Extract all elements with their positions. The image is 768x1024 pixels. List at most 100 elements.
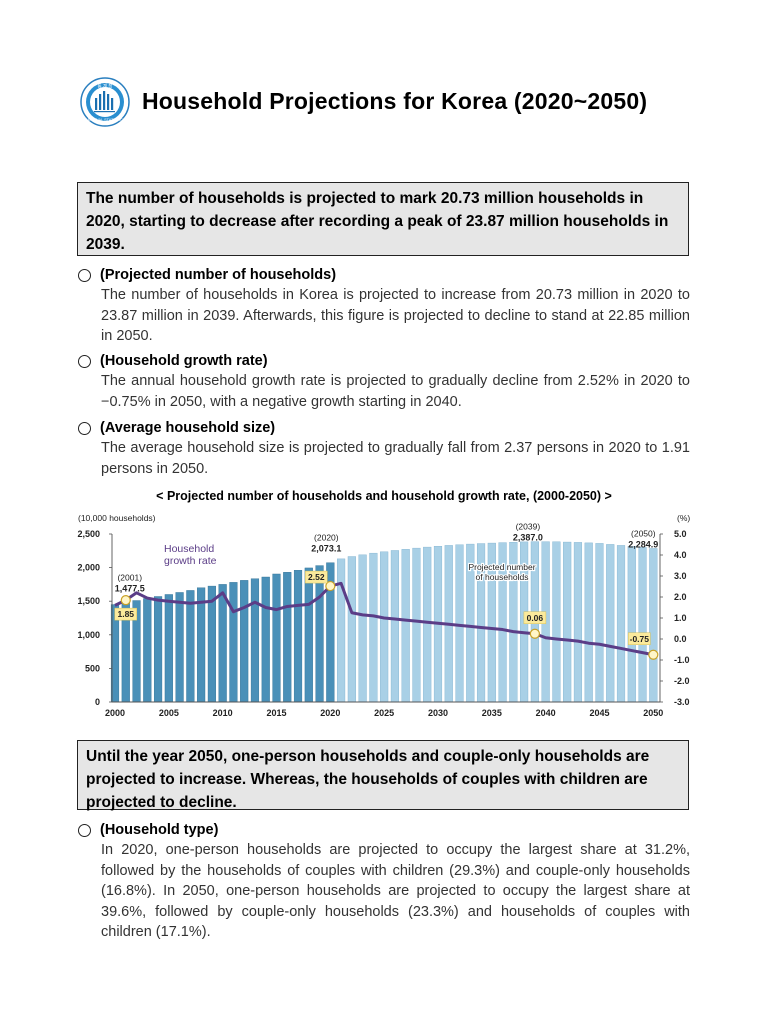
statistics-korea-logo-icon: 통 계 청 NATIONAL STATISTICS — [80, 77, 130, 127]
summary-box-household-types: Until the year 2050, one-person househol… — [77, 740, 689, 811]
bar-households — [390, 550, 399, 703]
rate-label-box — [523, 611, 547, 624]
y-axis-right-tick: 2.0 — [674, 592, 687, 602]
y-axis-right-title: (%) — [677, 513, 690, 523]
section-heading: (Average household size) — [100, 420, 276, 436]
series-label-households: Projected number — [468, 562, 535, 572]
bar-households — [283, 572, 292, 703]
section-heading: (Projected number of households) — [100, 267, 337, 283]
y-axis-left-title: (10,000 households) — [78, 513, 156, 523]
y-axis-right-tick: 3.0 — [674, 571, 687, 581]
bar-households — [380, 551, 389, 703]
bar-households — [293, 570, 303, 703]
bar-households — [552, 541, 561, 703]
bullet-circle-icon — [78, 354, 91, 368]
section-body: In 2020, one-person households are proje… — [101, 842, 690, 940]
households-value-label: 2,387.0 — [513, 533, 543, 543]
bar-households — [250, 578, 260, 703]
growth-rate-point — [529, 628, 540, 639]
bar-households — [358, 554, 367, 703]
y-axis-left-tick: 2,000 — [77, 563, 100, 573]
page-header: 통 계 청 NATIONAL STATISTICS Household Proj… — [80, 76, 647, 128]
y-axis-right-tick: -2.0 — [674, 676, 690, 686]
growth-rate-line — [114, 581, 654, 657]
rate-label: -0.75 — [630, 634, 650, 644]
x-axis-tick: 2015 — [266, 708, 286, 718]
series-label-growth-rate: growth rate — [164, 555, 217, 567]
rate-label: 0.06 — [527, 613, 544, 623]
households-year-label: (2039) — [516, 522, 541, 532]
rate-label: 2.52 — [308, 572, 325, 582]
y-axis-right-tick: 5.0 — [674, 529, 687, 539]
bar-households — [606, 544, 615, 703]
households-value-label: 2,073.1 — [311, 544, 341, 554]
section-heading: (Household type) — [100, 822, 219, 838]
bar-households — [186, 590, 195, 703]
y-axis-left-tick: 2,500 — [77, 529, 100, 539]
bar-households — [563, 541, 572, 703]
y-axis-right-tick: 0.0 — [674, 634, 687, 644]
y-axis-right-tick: 4.0 — [674, 550, 687, 560]
bar-households — [164, 594, 173, 703]
bar-households — [337, 558, 346, 703]
bar-households — [272, 573, 281, 703]
bar-households — [584, 542, 593, 703]
logo-ring-text: NATIONAL STATISTICS — [85, 118, 126, 122]
bar-households — [304, 567, 313, 703]
bar-households — [369, 552, 378, 703]
households-year-label: (2020) — [314, 533, 339, 543]
section-body: The average household size is projected … — [101, 440, 690, 477]
growth-rate-point — [325, 580, 336, 592]
bar-households — [143, 598, 152, 703]
bar-households — [649, 548, 658, 703]
x-axis-tick: 2045 — [589, 708, 609, 718]
x-axis-tick: 2050 — [643, 708, 663, 718]
bar-households — [261, 576, 270, 703]
section-growth-rate: (Household growth rate) The annual house… — [78, 351, 690, 412]
y-axis-left-tick: 500 — [85, 663, 100, 673]
rate-label-box — [305, 570, 328, 584]
household-chart: (10,000 households) (%) 2,500 2,000 1,500 1,0… — [77, 513, 690, 718]
x-axis-tick: 2030 — [428, 708, 448, 718]
bar-households — [595, 543, 604, 703]
rate-label-box — [114, 607, 138, 621]
households-year-label: (2001) — [117, 573, 142, 583]
bar-households — [412, 547, 421, 703]
growth-rate-point — [648, 649, 659, 660]
bar-households — [229, 582, 238, 703]
y-axis-right-tick: -1.0 — [674, 655, 690, 665]
series-label-growth-rate: Household — [164, 543, 214, 555]
section-heading: (Household growth rate) — [100, 353, 268, 369]
bar-households — [616, 545, 626, 703]
bar-households — [627, 546, 636, 703]
bullet-circle-icon — [78, 823, 91, 837]
bar-households — [207, 585, 216, 703]
section-body: The annual household growth rate is proj… — [101, 373, 690, 410]
bullet-circle-icon — [78, 421, 91, 435]
households-value-label: 2,284.9 — [628, 539, 658, 549]
bar-households — [347, 556, 356, 703]
x-axis-tick: 2010 — [213, 708, 233, 718]
y-axis-right-tick: 1.0 — [674, 613, 687, 623]
bar-households — [240, 580, 249, 703]
page-title: Household Projections for Korea (2020~20… — [142, 87, 648, 114]
section-projected-households: (Projected number of households) The num… — [78, 265, 690, 347]
bar-households — [455, 544, 464, 703]
chart-title: < Projected number of households and hou… — [156, 489, 612, 503]
section-body: The number of households in Korea is pro… — [101, 287, 690, 344]
series-label-households: of households — [476, 572, 529, 582]
bar-households — [218, 584, 227, 703]
bullet-circle-icon — [78, 268, 91, 282]
logo-text: 통 계 청 — [98, 83, 113, 90]
x-axis-tick: 2005 — [159, 708, 179, 718]
bar-households — [153, 596, 163, 703]
y-axis-right-tick: -3.0 — [674, 697, 690, 707]
rate-label: 1.85 — [117, 609, 134, 619]
households-value-label: 1,477.5 — [115, 584, 145, 594]
households-year-label: (2050) — [631, 528, 656, 538]
x-axis-tick: 2035 — [482, 708, 502, 718]
summary-box-households: The number of households is projected to… — [77, 182, 689, 256]
x-axis-tick: 2040 — [536, 708, 556, 718]
bar-households — [423, 546, 432, 703]
bar-households — [175, 592, 184, 703]
